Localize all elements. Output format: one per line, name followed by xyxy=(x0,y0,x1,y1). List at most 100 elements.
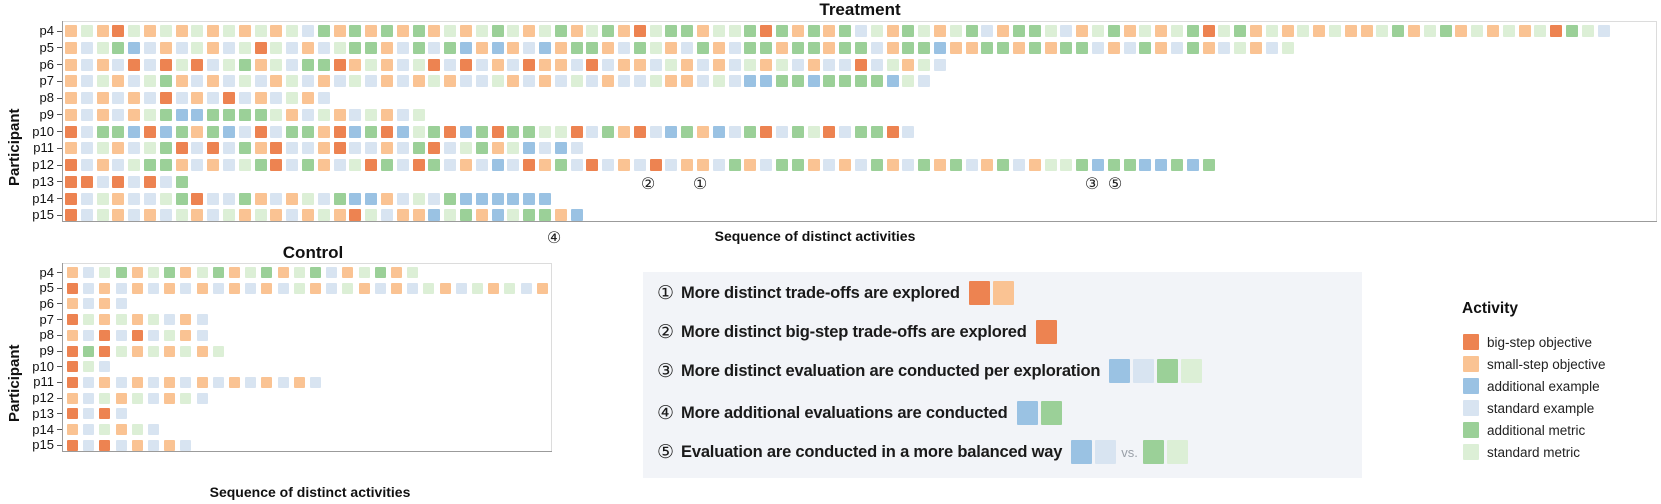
activity-square xyxy=(99,329,111,341)
activity-square xyxy=(475,142,488,155)
activity-square xyxy=(1107,41,1120,54)
activity-square xyxy=(128,209,141,222)
activity-square xyxy=(286,92,299,104)
activity-square xyxy=(1502,25,1515,37)
circled-number-marker: ③ xyxy=(1084,174,1100,193)
activity-square xyxy=(475,159,488,171)
activity-square xyxy=(886,75,899,88)
activity-square xyxy=(744,58,757,71)
activity-square xyxy=(1186,159,1199,171)
activity-square xyxy=(744,41,757,54)
finding-number-icon: ② xyxy=(657,321,675,343)
treatment-row-label-p9: p9 xyxy=(39,106,54,122)
activity-square xyxy=(148,392,159,404)
activity-square xyxy=(1439,25,1452,37)
activity-square xyxy=(554,142,567,155)
activity-square xyxy=(902,25,915,37)
activity-square xyxy=(65,175,77,188)
activity-square xyxy=(175,25,188,37)
circled-number-marker: ④ xyxy=(546,228,562,247)
activity-square xyxy=(96,25,109,37)
legend-item-label: standard example xyxy=(1487,400,1595,416)
activity-square xyxy=(159,142,172,155)
activity-square xyxy=(277,282,289,294)
activity-square xyxy=(131,345,143,357)
activity-square xyxy=(444,75,457,88)
activity-square xyxy=(981,41,994,54)
activity-square xyxy=(439,282,451,294)
activity-square xyxy=(131,439,143,451)
activity-square xyxy=(1171,25,1183,37)
activity-square xyxy=(1028,25,1041,37)
legend-item-M: additional metric xyxy=(1463,422,1585,438)
activity-square xyxy=(115,392,127,404)
activity-square xyxy=(807,41,820,54)
activity-square xyxy=(681,125,694,138)
activity-square xyxy=(159,25,172,37)
activity-square xyxy=(475,75,488,88)
activity-square xyxy=(460,58,472,71)
circled-number-marker: ② xyxy=(640,174,656,193)
activity-square xyxy=(381,25,393,37)
activity-square xyxy=(164,282,176,294)
circled-number-marker: ⑤ xyxy=(1107,174,1123,193)
treatment-tick-p15 xyxy=(57,214,62,216)
activity-square xyxy=(886,41,899,54)
activity-square xyxy=(407,282,419,294)
activity-square xyxy=(238,209,251,222)
activity-square xyxy=(1202,25,1215,37)
finding-number-icon: ① xyxy=(657,282,675,304)
activity-square xyxy=(229,282,240,294)
activity-square xyxy=(412,125,425,138)
activity-square xyxy=(349,25,362,37)
activity-square xyxy=(238,58,251,71)
activity-square xyxy=(65,41,77,54)
activity-square xyxy=(712,75,725,88)
activity-square xyxy=(918,75,931,88)
activity-square xyxy=(349,75,362,88)
activity-square xyxy=(807,75,820,88)
activity-square xyxy=(554,41,567,54)
activity-square xyxy=(238,142,251,155)
activity-square xyxy=(80,125,93,138)
activity-square xyxy=(80,25,93,37)
activity-square xyxy=(491,41,504,54)
activity-square xyxy=(839,41,852,54)
activity-square xyxy=(175,175,188,188)
activity-square xyxy=(180,282,192,294)
activity-square xyxy=(839,159,852,171)
activity-square xyxy=(131,424,143,435)
activity-square xyxy=(697,58,709,71)
activity-square xyxy=(633,75,646,88)
activity-square xyxy=(317,209,330,222)
activity-square xyxy=(333,108,346,121)
activity-square xyxy=(302,125,314,138)
activity-square xyxy=(1534,25,1547,37)
activity-square xyxy=(665,58,678,71)
activity-square xyxy=(223,159,235,171)
activity-square xyxy=(539,142,551,155)
activity-square xyxy=(1487,25,1499,37)
activity-square xyxy=(570,125,583,138)
finding-number-icon: ③ xyxy=(657,360,675,382)
control-tick-p10 xyxy=(57,366,62,368)
activity-square xyxy=(1092,25,1104,37)
activity-square xyxy=(128,75,141,88)
activity-square xyxy=(507,192,520,205)
activity-square xyxy=(744,25,757,37)
activity-square xyxy=(144,209,156,222)
activity-square xyxy=(196,314,208,326)
activity-square xyxy=(523,192,536,205)
activity-square xyxy=(539,58,551,71)
activity-square xyxy=(744,159,757,171)
activity-square xyxy=(175,159,188,171)
activity-square xyxy=(728,58,741,71)
activity-square xyxy=(254,92,267,104)
activity-square xyxy=(277,376,289,388)
activity-square xyxy=(428,58,441,71)
activity-square xyxy=(238,192,251,205)
activity-square xyxy=(665,25,678,37)
activity-square xyxy=(618,58,630,71)
activity-square xyxy=(444,209,457,222)
activity-square xyxy=(207,192,220,205)
